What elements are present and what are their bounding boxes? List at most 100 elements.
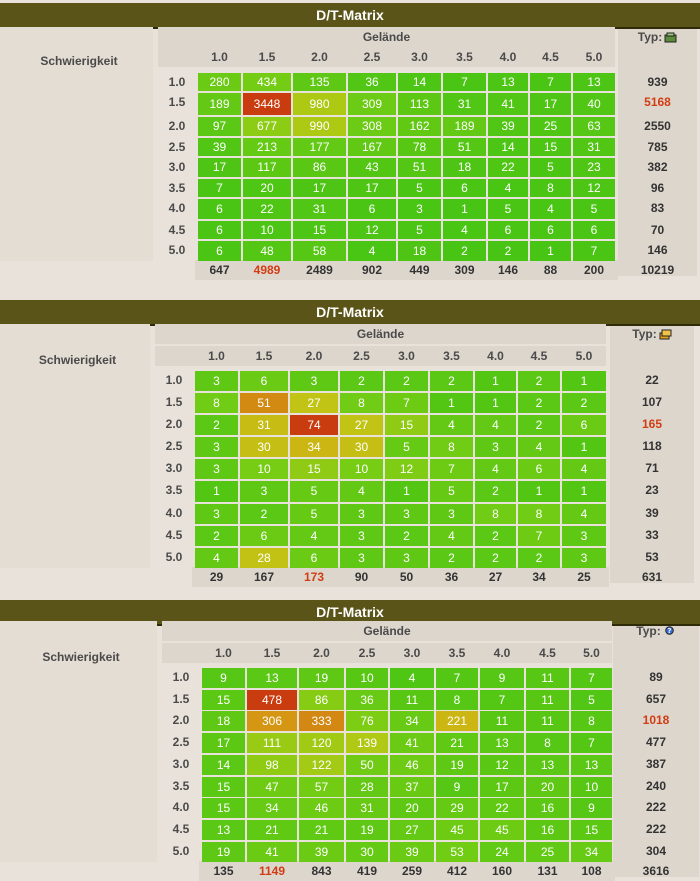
matrix-cell[interactable]: 6 bbox=[488, 221, 528, 239]
matrix-cell[interactable]: 40 bbox=[573, 93, 615, 115]
matrix-cell[interactable]: 4 bbox=[348, 241, 396, 261]
matrix-cell[interactable]: 20 bbox=[390, 798, 434, 818]
matrix-cell[interactable]: 4 bbox=[340, 481, 383, 502]
matrix-cell[interactable]: 3 bbox=[340, 526, 383, 546]
matrix-cell[interactable]: 34 bbox=[290, 437, 338, 457]
matrix-cell[interactable]: 2 bbox=[195, 526, 238, 546]
matrix-cell[interactable]: 14 bbox=[398, 73, 441, 91]
matrix-cell[interactable]: 5 bbox=[573, 199, 615, 219]
matrix-cell[interactable]: 1 bbox=[443, 199, 486, 219]
matrix-cell[interactable]: 8 bbox=[475, 504, 516, 524]
matrix-cell[interactable]: 1 bbox=[518, 481, 560, 502]
matrix-cell[interactable]: 306 bbox=[247, 711, 297, 731]
matrix-cell[interactable]: 177 bbox=[293, 138, 346, 156]
matrix-cell[interactable]: 990 bbox=[293, 117, 346, 136]
matrix-cell[interactable]: 19 bbox=[346, 820, 388, 840]
matrix-cell[interactable]: 1 bbox=[430, 393, 473, 413]
matrix-cell[interactable]: 13 bbox=[488, 73, 528, 91]
matrix-cell[interactable]: 4 bbox=[390, 668, 434, 688]
matrix-cell[interactable]: 34 bbox=[247, 798, 297, 818]
matrix-cell[interactable]: 11 bbox=[480, 711, 524, 731]
matrix-cell[interactable]: 8 bbox=[340, 393, 383, 413]
matrix-cell[interactable]: 43 bbox=[348, 158, 396, 177]
matrix-cell[interactable]: 6 bbox=[240, 371, 288, 391]
matrix-cell[interactable]: 5 bbox=[571, 690, 612, 710]
matrix-cell[interactable]: 15 bbox=[571, 820, 612, 840]
matrix-cell[interactable]: 7 bbox=[573, 241, 615, 261]
matrix-cell[interactable]: 39 bbox=[299, 842, 344, 862]
matrix-cell[interactable]: 34 bbox=[571, 842, 612, 862]
matrix-cell[interactable]: 2 bbox=[475, 526, 516, 546]
matrix-cell[interactable]: 1 bbox=[562, 481, 606, 502]
matrix-cell[interactable]: 98 bbox=[247, 755, 297, 775]
matrix-cell[interactable]: 20 bbox=[526, 777, 569, 797]
matrix-cell[interactable]: 78 bbox=[398, 138, 441, 156]
matrix-cell[interactable]: 7 bbox=[518, 526, 560, 546]
matrix-cell[interactable]: 5 bbox=[398, 221, 441, 239]
matrix-cell[interactable]: 2 bbox=[475, 548, 516, 568]
matrix-cell[interactable]: 5 bbox=[488, 199, 528, 219]
matrix-cell[interactable]: 8 bbox=[518, 504, 560, 524]
matrix-cell[interactable]: 189 bbox=[443, 117, 486, 136]
matrix-cell[interactable]: 309 bbox=[348, 93, 396, 115]
matrix-cell[interactable]: 17 bbox=[293, 179, 346, 197]
matrix-cell[interactable]: 18 bbox=[202, 711, 245, 731]
matrix-cell[interactable]: 9 bbox=[571, 798, 612, 818]
matrix-cell[interactable]: 37 bbox=[390, 777, 434, 797]
matrix-cell[interactable]: 4 bbox=[475, 415, 516, 435]
matrix-cell[interactable]: 8 bbox=[571, 711, 612, 731]
matrix-cell[interactable]: 17 bbox=[530, 93, 571, 115]
matrix-cell[interactable]: 8 bbox=[526, 733, 569, 753]
matrix-cell[interactable]: 4 bbox=[195, 548, 238, 568]
matrix-cell[interactable]: 13 bbox=[571, 755, 612, 775]
matrix-cell[interactable]: 27 bbox=[290, 393, 338, 413]
matrix-cell[interactable]: 221 bbox=[436, 711, 478, 731]
matrix-cell[interactable]: 3 bbox=[398, 199, 441, 219]
matrix-cell[interactable]: 6 bbox=[443, 179, 486, 197]
matrix-cell[interactable]: 3448 bbox=[243, 93, 291, 115]
matrix-cell[interactable]: 213 bbox=[243, 138, 291, 156]
matrix-cell[interactable]: 24 bbox=[480, 842, 524, 862]
matrix-cell[interactable]: 111 bbox=[247, 733, 297, 753]
matrix-cell[interactable]: 36 bbox=[348, 73, 396, 91]
matrix-cell[interactable]: 2 bbox=[475, 481, 516, 502]
matrix-cell[interactable]: 8 bbox=[430, 437, 473, 457]
matrix-cell[interactable]: 1 bbox=[562, 437, 606, 457]
matrix-cell[interactable]: 28 bbox=[346, 777, 388, 797]
matrix-cell[interactable]: 1 bbox=[385, 481, 428, 502]
matrix-cell[interactable]: 2 bbox=[385, 371, 428, 391]
matrix-cell[interactable]: 25 bbox=[530, 117, 571, 136]
matrix-cell[interactable]: 6 bbox=[240, 526, 288, 546]
matrix-cell[interactable]: 4 bbox=[475, 459, 516, 479]
matrix-cell[interactable]: 28 bbox=[240, 548, 288, 568]
matrix-cell[interactable]: 4 bbox=[562, 504, 606, 524]
matrix-cell[interactable]: 1 bbox=[562, 371, 606, 391]
matrix-cell[interactable]: 3 bbox=[195, 371, 238, 391]
matrix-cell[interactable]: 17 bbox=[202, 733, 245, 753]
matrix-cell[interactable]: 2 bbox=[385, 526, 428, 546]
matrix-cell[interactable]: 9 bbox=[436, 777, 478, 797]
matrix-cell[interactable]: 39 bbox=[488, 117, 528, 136]
matrix-cell[interactable]: 3 bbox=[195, 504, 238, 524]
matrix-cell[interactable]: 117 bbox=[243, 158, 291, 177]
matrix-cell[interactable]: 63 bbox=[573, 117, 615, 136]
matrix-cell[interactable]: 30 bbox=[340, 437, 383, 457]
matrix-cell[interactable]: 13 bbox=[573, 73, 615, 91]
matrix-cell[interactable]: 22 bbox=[488, 158, 528, 177]
matrix-cell[interactable]: 15 bbox=[290, 459, 338, 479]
matrix-cell[interactable]: 3 bbox=[562, 526, 606, 546]
matrix-cell[interactable]: 2 bbox=[195, 415, 238, 435]
matrix-cell[interactable]: 5 bbox=[385, 437, 428, 457]
matrix-cell[interactable]: 4 bbox=[443, 221, 486, 239]
matrix-cell[interactable]: 8 bbox=[195, 393, 238, 413]
matrix-cell[interactable]: 13 bbox=[526, 755, 569, 775]
matrix-cell[interactable]: 478 bbox=[247, 690, 297, 710]
matrix-cell[interactable]: 10 bbox=[346, 668, 388, 688]
matrix-cell[interactable]: 31 bbox=[240, 415, 288, 435]
matrix-cell[interactable]: 46 bbox=[390, 755, 434, 775]
matrix-cell[interactable]: 34 bbox=[390, 711, 434, 731]
matrix-cell[interactable]: 2 bbox=[430, 548, 473, 568]
matrix-cell[interactable]: 12 bbox=[385, 459, 428, 479]
matrix-cell[interactable]: 19 bbox=[299, 668, 344, 688]
matrix-cell[interactable]: 14 bbox=[488, 138, 528, 156]
